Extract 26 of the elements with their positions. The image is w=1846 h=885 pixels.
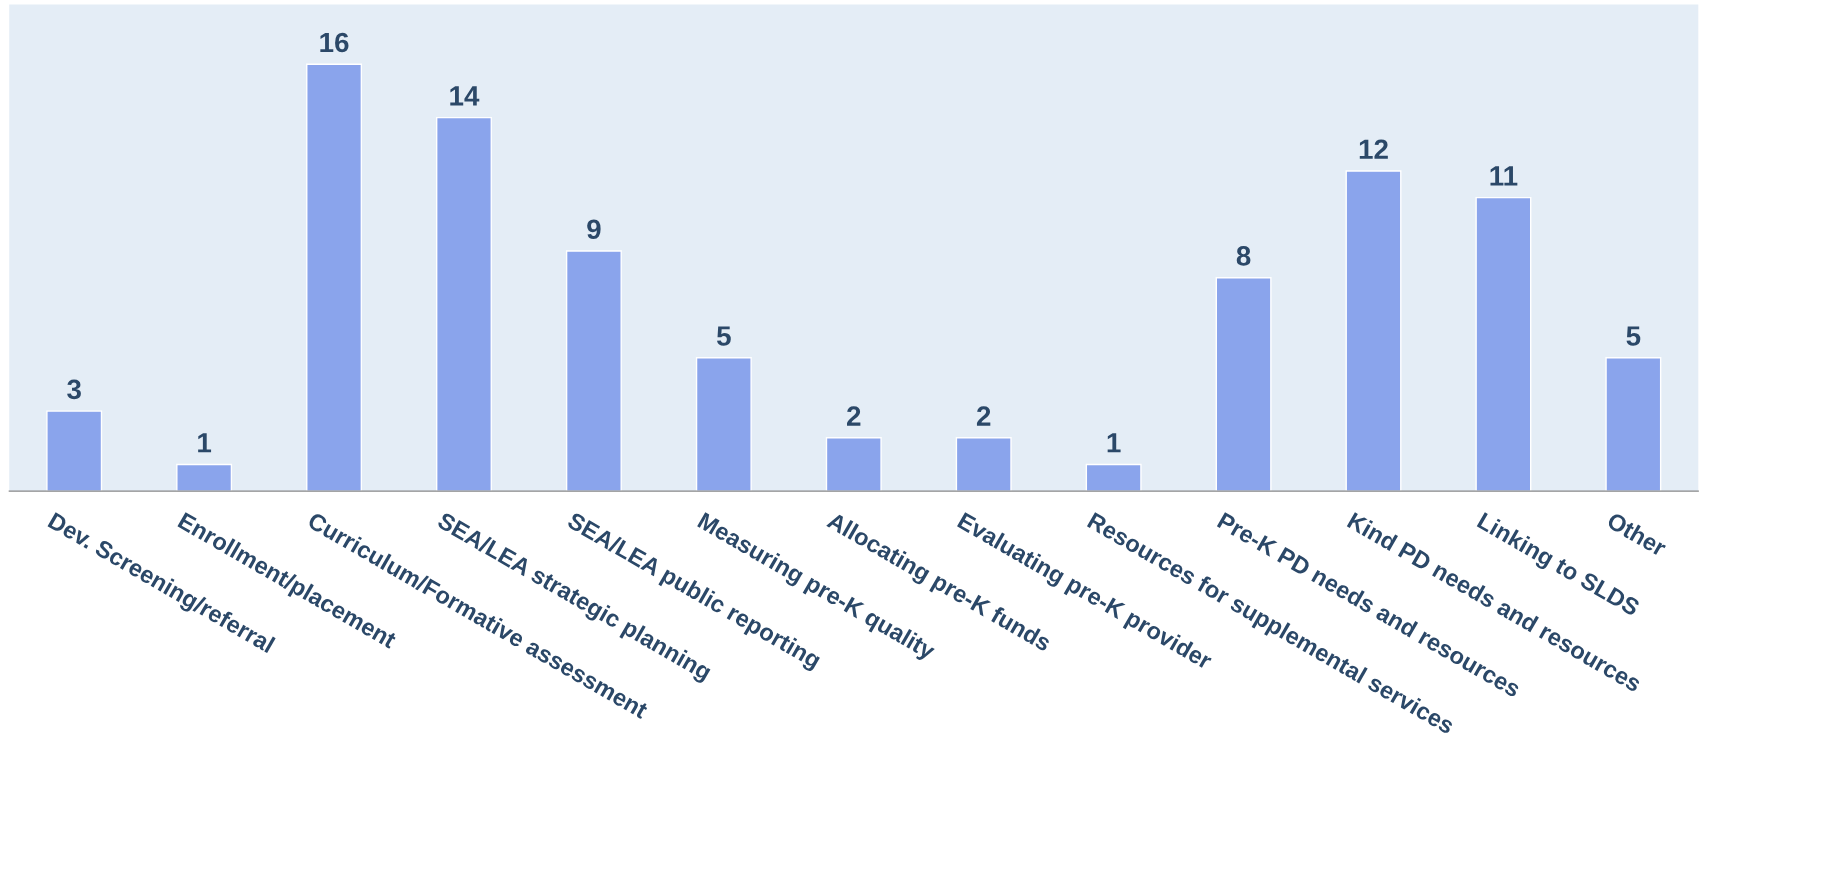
bar	[565, 250, 622, 492]
data-label: 9	[587, 219, 601, 240]
data-label: 5	[716, 326, 731, 346]
bar	[436, 116, 492, 492]
bar	[306, 63, 363, 492]
bar	[1215, 276, 1272, 492]
bar	[46, 410, 103, 492]
data-label: 12	[1359, 139, 1388, 159]
data-label: 14	[450, 86, 480, 106]
bar	[1345, 170, 1402, 492]
bar	[955, 437, 1012, 492]
bar	[176, 463, 233, 492]
data-label: 2	[976, 406, 991, 426]
data-label: 8	[1236, 246, 1251, 266]
bar	[1605, 357, 1662, 492]
data-label: 1	[198, 433, 212, 453]
data-label: 5	[1626, 326, 1641, 346]
data-label: 16	[320, 32, 349, 53]
data-label: 11	[1490, 166, 1518, 186]
bar	[1085, 463, 1142, 492]
data-label: 2	[847, 406, 861, 426]
data-label: 3	[67, 379, 81, 400]
bar	[825, 437, 882, 492]
bar	[695, 357, 752, 492]
bar	[1475, 196, 1532, 492]
data-label: 1	[1107, 433, 1121, 453]
